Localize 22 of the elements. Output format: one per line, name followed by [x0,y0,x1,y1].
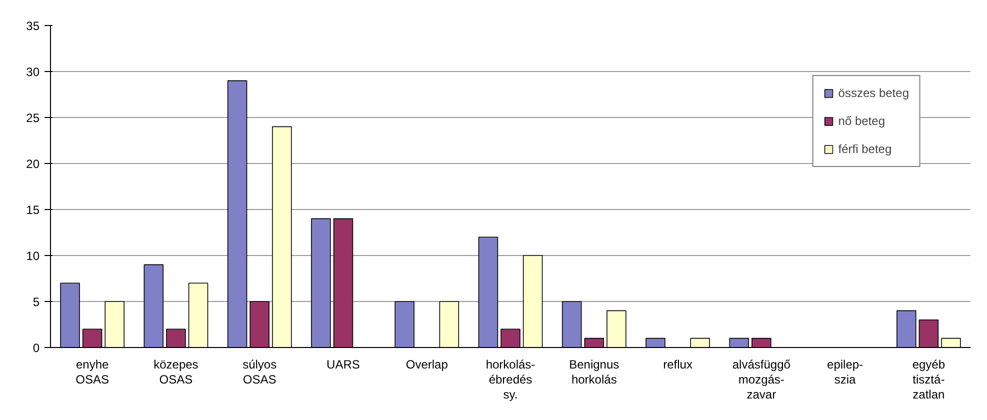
x-tick-label: súlyos OSAS [242,358,277,386]
y-tick-label: 15 [26,203,40,217]
y-tick-label: 30 [26,65,40,79]
x-tick-label: Overlap [406,358,448,372]
x-tick-label: epilep- szia [827,358,864,386]
y-tick-label: 25 [26,111,40,125]
legend-label: férfi beteg [838,142,892,156]
x-tick-label: UARS [326,358,360,372]
x-tick-label: közepes OSAS [154,358,198,386]
y-tick-label: 10 [26,249,40,263]
x-tick-label: reflux [663,358,692,372]
x-tick-label: alvásfüggő mozgás- zavar [732,358,791,402]
y-tick-label: 35 [26,19,40,33]
x-tick-label: enyhe OSAS [76,358,110,386]
x-tick-label: horkolás- ébredés sy. [486,358,536,402]
legend-label: nő beteg [838,114,885,128]
y-tick-label: 20 [26,157,40,171]
y-tick-label: 0 [32,341,40,355]
x-tick-label: egyéb tisztá- zatlan [912,358,946,402]
legend-label: összes beteg [838,86,909,100]
x-tick-label: Benignus horkolás [569,358,620,386]
y-tick-label: 5 [32,295,40,309]
